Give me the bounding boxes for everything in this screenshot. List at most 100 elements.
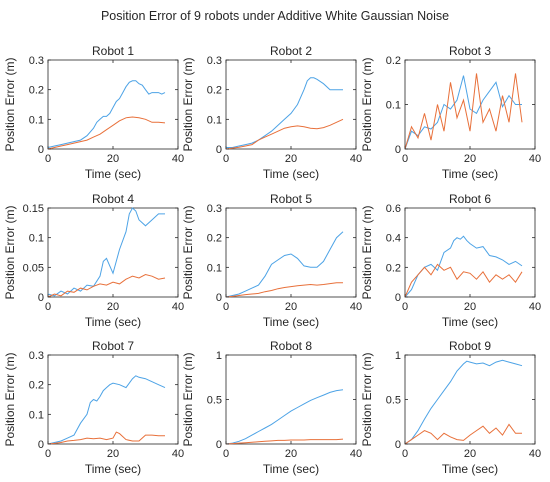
x-tick-label: 40 (529, 153, 541, 165)
y-tick-label: 0.1 (386, 100, 401, 112)
x-tick-label: 0 (223, 153, 229, 165)
x-axis-label: Time (sec) (442, 167, 498, 181)
axes-box (47, 59, 179, 150)
x-tick-label: 0 (223, 448, 229, 460)
series-line-1 (225, 231, 344, 298)
y-tick-label: 0 (216, 144, 222, 156)
x-tick-label: 40 (529, 448, 541, 460)
series-line-1 (404, 75, 522, 150)
subplot-robot-6: 0 20 40 0 0.2 0.4 0.6 Robot 6 Time (sec) Position… (360, 192, 541, 329)
x-axis-label: Time (sec) (442, 462, 498, 476)
series-line-2 (404, 73, 523, 150)
x-tick-label: 40 (529, 301, 541, 313)
figure-title: Position Error of 9 robots under Additiv… (101, 9, 449, 23)
axes-box (47, 354, 179, 445)
y-tick-label: 0.05 (23, 262, 44, 274)
x-axis-label: Time (sec) (85, 315, 141, 329)
y-axis-label: Position Error (m) (3, 352, 17, 446)
x-axis-label: Time (sec) (263, 462, 319, 476)
y-tick-label: 0 (38, 144, 44, 156)
y-axis-label: Position Error (m) (360, 352, 374, 446)
x-tick-label: 0 (45, 448, 51, 460)
subplot-robot-5: 0 20 40 0 0.1 0.2 0.3 Robot 5 Time (sec) Position… (181, 192, 362, 329)
subplot-title: Robot 3 (449, 44, 491, 58)
x-tick-label: 20 (285, 301, 297, 313)
series-line-2 (225, 118, 344, 150)
x-tick-label: 0 (45, 153, 51, 165)
y-tick-label: 0.1 (29, 114, 44, 126)
y-tick-label: 0 (216, 292, 222, 304)
x-axis-label: Time (sec) (85, 167, 141, 181)
series-line-1 (404, 359, 523, 445)
x-tick-label: 20 (464, 448, 476, 460)
series-line-1 (47, 80, 166, 148)
x-tick-label: 20 (464, 301, 476, 313)
axes-box (225, 207, 357, 298)
subplot-title: Robot 7 (92, 339, 134, 353)
x-tick-label: 0 (223, 301, 229, 313)
axes-box (225, 354, 357, 445)
x-tick-label: 0 (45, 301, 51, 313)
y-tick-label: 0.4 (386, 233, 401, 245)
y-axis-label: Position Error (m) (181, 352, 195, 446)
series-line-2 (47, 431, 165, 445)
y-tick-label: 0.2 (207, 85, 222, 97)
subplot-robot-9: 0 20 40 0 0.5 1 Robot 9 Time (sec) Position Erro… (360, 339, 541, 476)
series-line-2 (47, 116, 166, 150)
x-axis-label: Time (sec) (442, 315, 498, 329)
y-tick-label: 0.5 (207, 395, 222, 407)
subplot-title: Robot 6 (449, 192, 491, 206)
y-tick-label: 0.3 (207, 55, 222, 67)
y-tick-label: 0.2 (29, 85, 44, 97)
y-tick-label: 0 (38, 439, 44, 451)
x-tick-label: 40 (172, 153, 184, 165)
y-axis-label: Position Error (m) (181, 57, 195, 151)
subplot-title: Robot 2 (270, 44, 312, 58)
axes-box (225, 59, 357, 150)
y-tick-label: 0.2 (386, 55, 401, 67)
y-tick-label: 0.3 (29, 350, 44, 362)
y-tick-label: 0.1 (207, 262, 222, 274)
x-tick-label: 20 (464, 153, 476, 165)
y-tick-label: 0.5 (386, 395, 401, 407)
y-tick-label: 1 (395, 350, 401, 362)
subplot-robot-8: 0 20 40 0 0.5 1 Robot 8 Time (sec) Position Erro… (181, 339, 362, 476)
x-axis-label: Time (sec) (263, 315, 319, 329)
y-tick-label: 0 (216, 439, 222, 451)
series-line-2 (404, 263, 523, 298)
y-tick-label: 0.1 (29, 233, 44, 245)
y-tick-label: 0.2 (29, 380, 44, 392)
y-tick-label: 0.1 (207, 114, 222, 126)
y-axis-label: Position Error (m) (360, 57, 374, 151)
y-tick-label: 0 (395, 439, 401, 451)
subplot-robot-2: 0 20 40 0 0.1 0.2 0.3 Robot 2 Time (sec) Position… (181, 44, 362, 181)
x-tick-label: 40 (350, 301, 362, 313)
x-tick-label: 20 (107, 301, 119, 313)
x-tick-label: 40 (350, 153, 362, 165)
x-tick-label: 20 (107, 153, 119, 165)
series-line-1 (47, 207, 165, 297)
series-line-2 (225, 438, 344, 445)
series-line-1 (226, 77, 343, 148)
axes-box (404, 207, 536, 298)
y-axis-label: Position Error (m) (181, 205, 195, 299)
y-tick-label: 0.3 (29, 55, 44, 67)
subplot-robot-7: 0 20 40 0 0.1 0.2 0.3 Robot 7 Time (sec) Position… (3, 339, 184, 476)
subplot-title: Robot 9 (449, 339, 491, 353)
y-tick-label: 0.6 (386, 203, 401, 215)
series-line-2 (47, 273, 166, 298)
series-line-2 (404, 423, 522, 445)
y-axis-label: Position Error (m) (360, 205, 374, 299)
x-tick-label: 40 (172, 448, 184, 460)
x-tick-label: 0 (402, 153, 408, 165)
x-tick-label: 40 (172, 301, 184, 313)
y-tick-label: 0.1 (29, 409, 44, 421)
x-tick-label: 20 (285, 448, 297, 460)
x-tick-label: 20 (107, 448, 119, 460)
y-axis-label: Position Error (m) (3, 57, 17, 151)
subplot-title: Robot 4 (92, 192, 134, 206)
series-line-1 (225, 389, 344, 445)
y-tick-label: 0.2 (207, 233, 222, 245)
subplot-robot-4: 0 20 40 0 0.05 0.1 0.15 Robot 4 Time (sec) Positi… (3, 192, 184, 329)
